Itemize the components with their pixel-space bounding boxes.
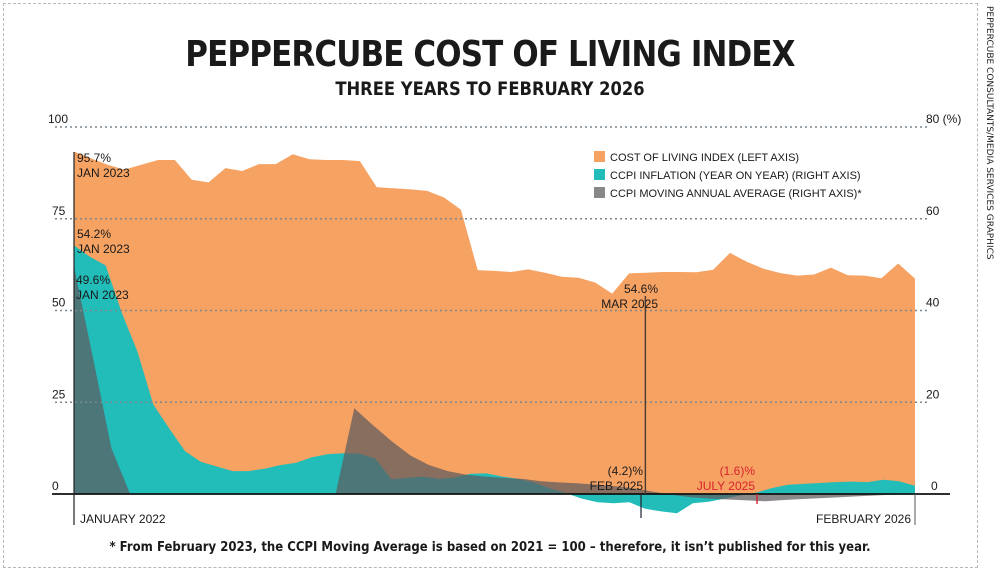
- right-tick-label: 80 (%): [926, 112, 961, 126]
- series-moving-average-area-0: [74, 266, 131, 494]
- annotation-date: FEB 2025: [590, 479, 644, 493]
- right-tick-label: 60: [926, 204, 940, 218]
- annotation-date: JAN 2023: [76, 288, 129, 302]
- legend-swatch: [594, 151, 605, 162]
- annotation-value: 54.6%: [624, 282, 658, 296]
- series-cost-of-living-area: [74, 151, 915, 494]
- annotation-date: JULY 2025: [697, 479, 756, 493]
- annotation-value: (4.2)%: [608, 464, 644, 478]
- plot-areas: [74, 151, 916, 514]
- axes: [52, 152, 950, 525]
- left-tick-label: 50: [52, 296, 66, 310]
- annotation-value: 54.2%: [77, 227, 111, 241]
- annotation-value: 95.7%: [77, 151, 111, 165]
- x-tick-label-end: FEBRUARY 2026: [816, 512, 911, 526]
- legend-label: CCPI MOVING ANNUAL AVERAGE (RIGHT AXIS)*: [610, 188, 862, 200]
- chart-subtitle: THREE YEARS TO FEBRUARY 2026: [335, 78, 645, 100]
- right-tick-label: 0: [931, 479, 938, 493]
- footnote: * From February 2023, the CCPI Moving Av…: [109, 540, 871, 555]
- tick-labels: 0 25 50 75 100 0 20 40 60 80 (%) JANUARY 2022 FEBRU…: [48, 112, 961, 526]
- annotation-date: JAN 2023: [77, 242, 130, 256]
- left-tick-label: 75: [52, 204, 66, 218]
- x-tick-label-start: JANUARY 2022: [80, 512, 166, 526]
- left-tick-label: 25: [52, 387, 66, 401]
- chart-frame: [3, 3, 978, 568]
- left-tick-label: 0: [52, 479, 59, 493]
- annotation-date: MAR 2025: [601, 297, 658, 311]
- credit-text: PEPPERCUBE CONSULTANTS/MEDIA SERVICES GR…: [984, 6, 994, 260]
- series-moving-average-area-1: [335, 408, 916, 502]
- right-tick-label: 40: [926, 296, 940, 310]
- annotation-value: 49.6%: [76, 273, 110, 287]
- legend: COST OF LIVING INDEX (LEFT AXIS) CCPI INF…: [594, 151, 862, 200]
- left-tick-label: 100: [48, 112, 68, 126]
- legend-swatch: [594, 169, 605, 180]
- right-tick-label: 20: [926, 387, 940, 401]
- chart-title: PEPPERCUBE COST OF LIVING INDEX: [185, 34, 795, 75]
- legend-label: CCPI INFLATION (YEAR ON YEAR) (RIGHT AXI…: [610, 170, 861, 182]
- series-inflation-area: [74, 245, 915, 514]
- annotation-date: JAN 2023: [77, 166, 130, 180]
- legend-label: COST OF LIVING INDEX (LEFT AXIS): [610, 152, 799, 164]
- gridlines: [55, 126, 930, 404]
- annotation-value: (1.6)%: [720, 464, 756, 478]
- legend-swatch: [594, 187, 605, 198]
